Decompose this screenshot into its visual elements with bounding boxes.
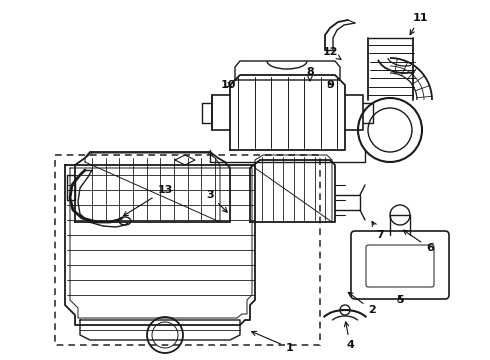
Text: 10: 10 — [220, 80, 236, 90]
Text: 8: 8 — [306, 67, 314, 81]
Text: 5: 5 — [396, 295, 404, 305]
Text: 3: 3 — [206, 190, 227, 212]
Text: 6: 6 — [403, 230, 434, 253]
Text: 12: 12 — [322, 47, 341, 59]
Text: 7: 7 — [372, 221, 384, 240]
Text: 1: 1 — [252, 331, 294, 353]
Text: 11: 11 — [410, 13, 428, 35]
Text: 4: 4 — [344, 322, 354, 350]
Text: 13: 13 — [123, 185, 172, 216]
Text: 2: 2 — [348, 292, 376, 315]
Text: 9: 9 — [326, 80, 334, 90]
Bar — [55, 155, 320, 345]
